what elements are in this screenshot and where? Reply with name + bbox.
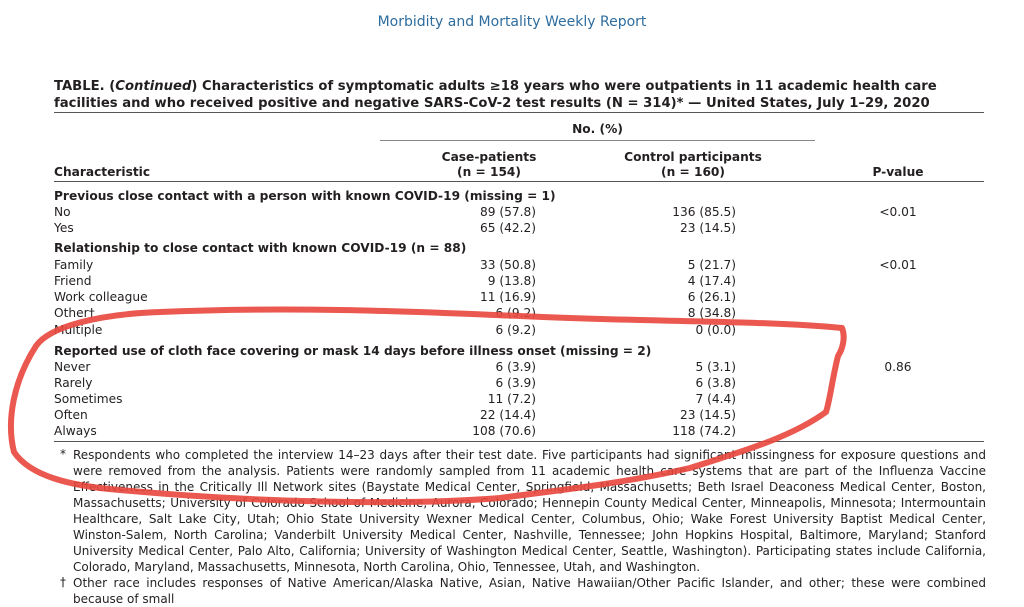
title-rest: ) Characteristics of symptomatic adults … [54,79,937,111]
control-value: 5 (3.1) [695,360,736,374]
control-value: 136 (85.5) [672,205,736,219]
no-pct-header: No. (%) [572,122,623,136]
col-case-n: (n = 154) [457,165,521,179]
footnotes: * Respondents who completed the interview… [60,447,986,607]
p-value: <0.01 [879,205,917,219]
title-prefix: TABLE. ( [54,79,116,94]
case-value: 65 (42.2) [479,221,536,235]
row-label: Often [54,408,88,422]
row-label: Never [54,360,91,374]
control-value: 7 (4.4) [695,392,736,406]
footnote-mark: * [60,447,66,461]
case-value: 33 (50.8) [479,258,536,272]
control-value: 4 (17.4) [687,274,736,288]
col-pvalue: P-value [872,165,924,179]
case-value: 9 (13.8) [487,274,536,288]
case-value: 6 (9.2) [495,306,536,320]
p-value: <0.01 [879,258,917,272]
row-label: Rarely [54,376,93,390]
row-label: No [54,205,71,219]
control-value: 23 (14.5) [679,221,736,235]
p-value: 0.86 [884,360,912,374]
control-value: 8 (34.8) [687,306,736,320]
row-label: Multiple [54,323,103,337]
footnote-text: Other race includes responses of Native … [73,576,986,606]
footnote-text: Respondents who completed the interview … [73,448,986,574]
col-control-n: (n = 160) [661,165,725,179]
case-value: 6 (3.9) [495,360,536,374]
row-label: Sometimes [54,392,123,406]
case-value: 11 (7.2) [487,392,536,406]
row-label: Always [54,424,97,438]
row-label: Work colleague [54,290,148,304]
case-value: 22 (14.4) [479,408,536,422]
divider [380,140,815,141]
footnote-mark: † [60,575,66,589]
section-heading: Reported use of cloth face covering or m… [54,344,652,358]
footnote: * Respondents who completed the interview… [60,447,986,575]
row-label: Yes [54,221,74,235]
section-heading: Previous close contact with a person wit… [54,189,556,203]
col-control: Control participants [624,150,762,164]
title-continued: Continued [115,79,192,94]
journal-title: Morbidity and Mortality Weekly Report [377,14,647,30]
case-value: 89 (57.8) [479,205,536,219]
row-label: Friend [54,274,92,288]
row-label: Family [54,258,94,272]
divider [54,181,984,182]
case-value: 108 (70.6) [472,424,536,438]
divider [54,441,984,442]
case-value: 11 (16.9) [479,290,536,304]
row-label: Other† [54,306,95,320]
control-value: 5 (21.7) [687,258,736,272]
col-case: Case-patients [441,150,537,164]
footnote: † Other race includes responses of Native… [60,575,986,607]
section-heading: Relationship to close contact with known… [54,241,467,255]
control-value: 0 (0.0) [695,323,736,337]
control-value: 6 (26.1) [687,290,736,304]
table-title: TABLE. (Continued) Characteristics of sy… [54,78,984,112]
control-value: 23 (14.5) [679,408,736,422]
control-value: 118 (74.2) [672,424,736,438]
case-value: 6 (3.9) [495,376,536,390]
divider [54,112,984,113]
control-value: 6 (3.8) [695,376,736,390]
col-characteristic: Characteristic [54,165,151,179]
case-value: 6 (9.2) [495,323,536,337]
